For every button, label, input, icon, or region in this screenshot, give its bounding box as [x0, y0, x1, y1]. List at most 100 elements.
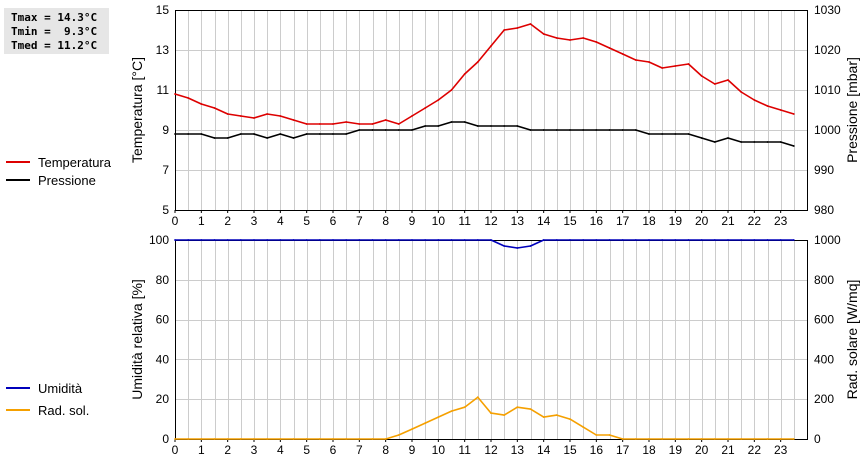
bottom-y-right-tick-label: 1000	[814, 233, 841, 247]
data-point-pressione	[411, 129, 413, 131]
data-point-pressione	[529, 129, 532, 131]
top-x-tick-label: 16	[590, 214, 604, 228]
data-point-pressione	[266, 137, 269, 139]
data-point-rad-sol	[279, 438, 282, 440]
data-point-umidit	[792, 239, 795, 241]
bottom-x-tick-label: 19	[669, 443, 683, 457]
bottom-x-tick-label: 23	[774, 443, 788, 457]
top-x-tick-label: 20	[695, 214, 709, 228]
bottom-x-tick-label: 0	[172, 443, 179, 457]
data-point-pressione	[424, 125, 427, 127]
top-y-right-tick-label: 1000	[814, 123, 841, 137]
data-point-rad-sol	[516, 406, 519, 409]
stats-box: Tmax = 14.3°C Tmin = 9.3°C Tmed = 11.2°C	[4, 8, 109, 54]
bottom-x-tick-label: 9	[409, 443, 416, 457]
data-point-rad-sol	[700, 438, 703, 440]
data-point-umidit	[239, 239, 242, 241]
bottom-y-right-tick-label: 800	[814, 273, 834, 287]
series-line-umidit	[175, 239, 794, 249]
top-y-tick-label: 5	[162, 203, 169, 217]
top-x-tick-label: 4	[277, 214, 284, 228]
data-point-pressione	[437, 125, 440, 127]
data-point-umidit	[648, 239, 650, 241]
data-point-pressione	[450, 121, 453, 123]
data-point-temperatura	[503, 29, 506, 31]
data-point-temperatura	[450, 89, 453, 91]
data-point-pressione	[292, 137, 295, 139]
data-point-rad-sol	[411, 428, 413, 430]
data-point-temperatura	[174, 93, 176, 95]
data-point-pressione	[740, 141, 743, 143]
data-point-umidit	[503, 245, 506, 247]
data-point-umidit	[266, 239, 269, 241]
data-point-pressione	[634, 129, 637, 131]
top-y-tick-label: 7	[162, 163, 169, 177]
data-point-rad-sol	[292, 438, 295, 440]
data-point-rad-sol	[740, 438, 743, 440]
data-point-rad-sol	[384, 438, 387, 440]
data-point-temperatura	[345, 121, 348, 123]
bottom-x-tick-label: 3	[251, 443, 258, 457]
data-point-temperatura	[569, 39, 571, 41]
data-point-umidit	[555, 239, 558, 241]
data-point-temperatura	[753, 99, 756, 101]
data-point-pressione	[463, 121, 466, 123]
tmin-text: Tmin = 9.3°C	[11, 25, 98, 38]
data-point-umidit	[463, 239, 466, 241]
top-x-tick-label: 5	[303, 214, 310, 228]
data-point-rad-sol	[792, 438, 795, 440]
data-point-temperatura	[411, 115, 413, 117]
tmed-text: Tmed = 11.2°C	[11, 39, 98, 52]
bottom-y-tick-label: 0	[162, 432, 169, 446]
bottom-x-tick-label: 10	[432, 443, 446, 457]
data-point-rad-sol	[674, 438, 677, 440]
data-point-rad-sol	[595, 434, 598, 436]
top-y-tick-label: 15	[156, 3, 170, 17]
legend-item-temperatura: Temperatura	[6, 154, 111, 170]
data-point-pressione	[476, 125, 479, 127]
data-point-umidit	[634, 239, 637, 241]
data-point-pressione	[582, 129, 585, 131]
bottom-y-right-axis-label: Rad. solare [W/mq]	[844, 280, 860, 400]
data-point-temperatura	[608, 47, 611, 49]
data-point-pressione	[358, 129, 361, 131]
top-x-tick-label: 3	[251, 214, 258, 228]
data-point-temperatura	[766, 105, 769, 107]
data-point-pressione	[200, 133, 203, 135]
data-point-temperatura	[292, 119, 295, 121]
data-point-pressione	[226, 137, 229, 139]
data-point-umidit	[542, 239, 545, 241]
data-point-umidit	[516, 247, 519, 249]
data-point-pressione	[674, 133, 677, 135]
data-point-temperatura	[476, 61, 479, 63]
bottom-x-tick-label: 21	[721, 443, 735, 457]
data-point-pressione	[174, 133, 176, 135]
data-point-rad-sol	[213, 438, 216, 440]
series-line-pressione	[175, 121, 795, 147]
data-point-pressione	[661, 133, 664, 135]
data-point-rad-sol	[174, 438, 176, 440]
data-point-umidit	[213, 239, 216, 241]
data-point-temperatura	[648, 61, 650, 63]
data-point-temperatura	[200, 103, 203, 105]
data-point-rad-sol	[424, 422, 427, 424]
data-point-temperatura	[582, 37, 585, 39]
top-y-right-tick-label: 990	[814, 163, 834, 177]
data-point-rad-sol	[318, 438, 321, 440]
bottom-x-tick-label: 11	[458, 443, 471, 457]
data-point-temperatura	[555, 37, 558, 39]
data-point-rad-sol	[371, 438, 374, 440]
data-point-pressione	[503, 125, 506, 127]
data-point-umidit	[713, 239, 716, 241]
data-point-temperatura	[700, 75, 703, 77]
data-point-umidit	[621, 239, 624, 241]
bottom-x-tick-label: 8	[382, 443, 389, 457]
tmax-text: Tmax = 14.3°C	[11, 11, 98, 24]
data-point-pressione	[187, 133, 190, 135]
data-point-umidit	[569, 239, 571, 241]
bottom-y-right-tick-label: 400	[814, 352, 834, 366]
bottom-y-tick-label: 80	[156, 273, 170, 287]
bottom-x-tick-label: 15	[563, 443, 577, 457]
data-point-umidit	[437, 239, 440, 241]
